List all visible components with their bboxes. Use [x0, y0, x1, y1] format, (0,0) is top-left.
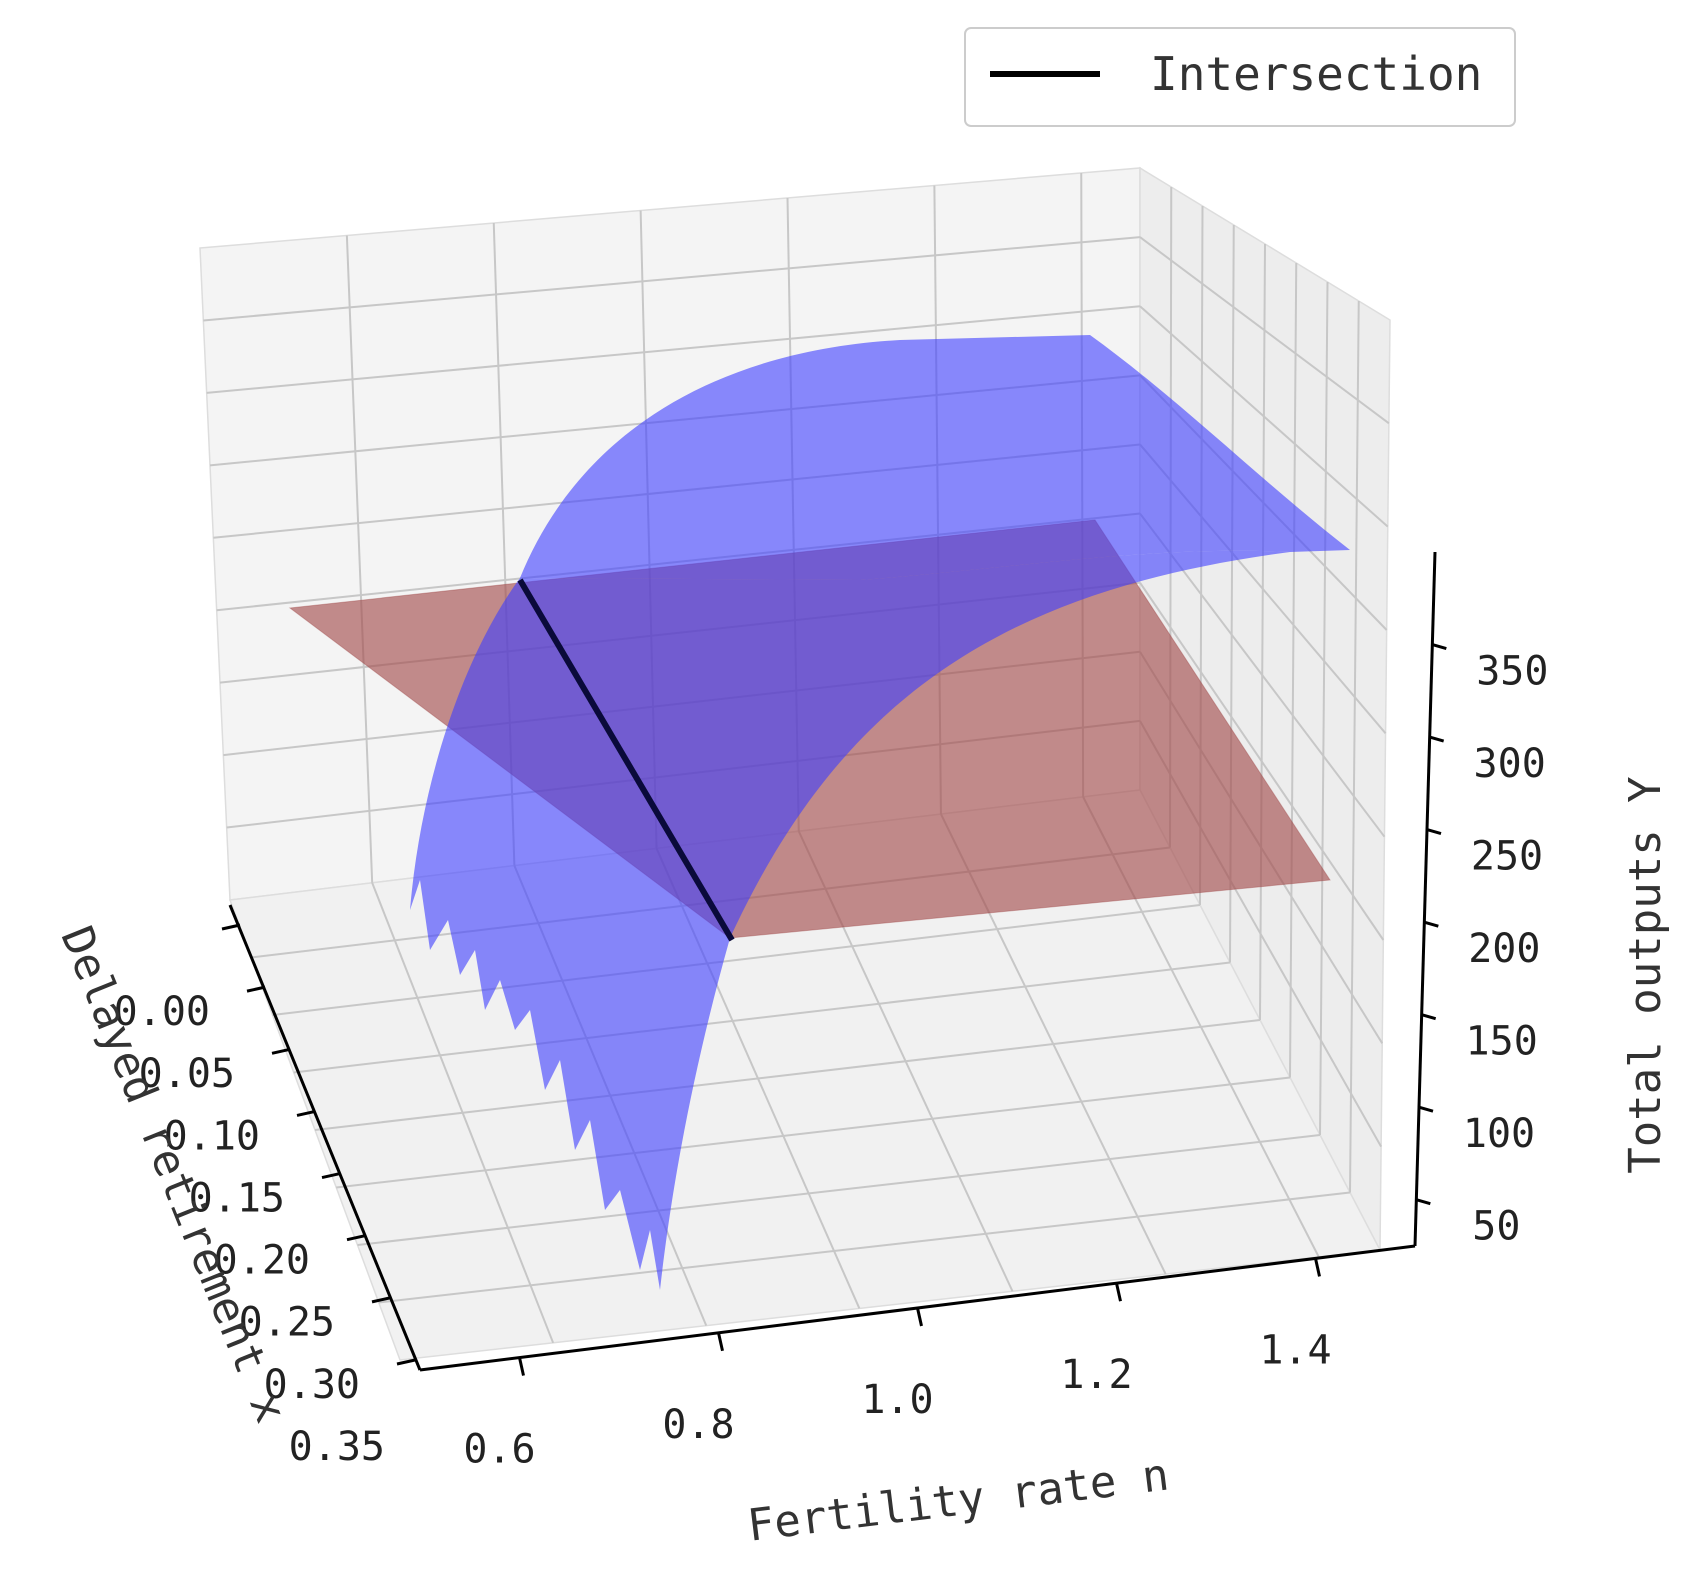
grid-line: [1139, 236, 1390, 425]
x-tick: [1115, 1282, 1122, 1302]
x-tick-label: 0.6: [463, 1427, 535, 1473]
curved-surface: [410, 335, 1350, 1290]
y-tick-label: 0.20: [214, 1238, 310, 1284]
y-tick: [221, 923, 241, 931]
z-tick: [1429, 735, 1445, 743]
y-tick-label: 0.05: [139, 1051, 235, 1097]
grid-line: [272, 904, 1201, 1016]
legend-label: Intersection: [1150, 47, 1482, 101]
grid-line: [1139, 582, 1385, 941]
z-axis-label: Total outputs Y: [1620, 776, 1671, 1173]
x-tick: [518, 1357, 525, 1376]
z-tick: [1415, 1198, 1431, 1206]
z-tick-label: 350: [1476, 649, 1548, 695]
y-tick: [296, 1109, 316, 1117]
y-tick: [371, 1296, 391, 1304]
z-tick-label: 150: [1466, 1019, 1538, 1065]
z-tick-label: 200: [1468, 926, 1540, 972]
curved-surface-upper: [520, 335, 1350, 580]
z-tick: [1423, 920, 1439, 928]
x-tick-label: 1.2: [1060, 1352, 1132, 1398]
z-axis-line: [1413, 551, 1437, 1247]
legend: Intersection: [964, 27, 1516, 127]
legend-box: [964, 27, 1516, 127]
y-tick-label: 0.35: [289, 1424, 385, 1470]
y-tick-label: 0.30: [264, 1362, 360, 1408]
z-tick: [1418, 1105, 1434, 1113]
y-tick: [396, 1358, 416, 1366]
y-axis-line: [228, 904, 422, 1371]
x-tick-label: 1.4: [1259, 1327, 1331, 1373]
z-tick: [1431, 643, 1447, 650]
grid-line: [378, 1191, 1351, 1304]
x-tick: [1314, 1258, 1321, 1277]
x-tick: [916, 1307, 923, 1327]
z-tick: [1426, 828, 1442, 836]
grid-line: [336, 1076, 1291, 1189]
ticks: 0.6 0.8 1.0 1.2 1.4 0.00 0.05 0.10 0.15 0.20 0.25 0…: [114, 643, 1548, 1473]
grid-line: [1259, 243, 1266, 1021]
x-tick-label: 0.8: [662, 1402, 734, 1448]
x-axis-label: Fertility rate n: [745, 1449, 1172, 1551]
y-tick: [321, 1172, 341, 1180]
grid-line: [1289, 262, 1298, 1078]
y-tick: [271, 1047, 291, 1055]
grid-line: [357, 1134, 1321, 1246]
grid-line: [203, 236, 1141, 322]
grid-line: [1139, 305, 1389, 528]
x-tick: [717, 1332, 724, 1352]
y-tick-label: 0.25: [239, 1300, 335, 1346]
z-tick-label: 100: [1463, 1111, 1535, 1157]
z-tick-label: 50: [1472, 1204, 1520, 1250]
z-tick-label: 300: [1474, 741, 1546, 787]
intersection-line: [517, 578, 735, 942]
curved-surface-lower: [410, 550, 1290, 1290]
grid-line: [206, 305, 1141, 394]
grid-line: [314, 1019, 1261, 1131]
x-tick-label: 1.0: [861, 1377, 933, 1423]
grid-line: [1319, 281, 1329, 1136]
grid-line: [293, 961, 1231, 1074]
grid-line: [345, 235, 374, 883]
grid-line: [1349, 300, 1360, 1193]
z-tick: [1421, 1013, 1437, 1021]
y-tick: [246, 985, 266, 993]
y-tick-label: 0.15: [189, 1175, 285, 1221]
y-tick: [346, 1234, 366, 1242]
y-tick-label: 0.10: [164, 1113, 260, 1159]
y-tick-label: 0.00: [114, 989, 210, 1035]
z-tick-label: 250: [1471, 834, 1543, 880]
